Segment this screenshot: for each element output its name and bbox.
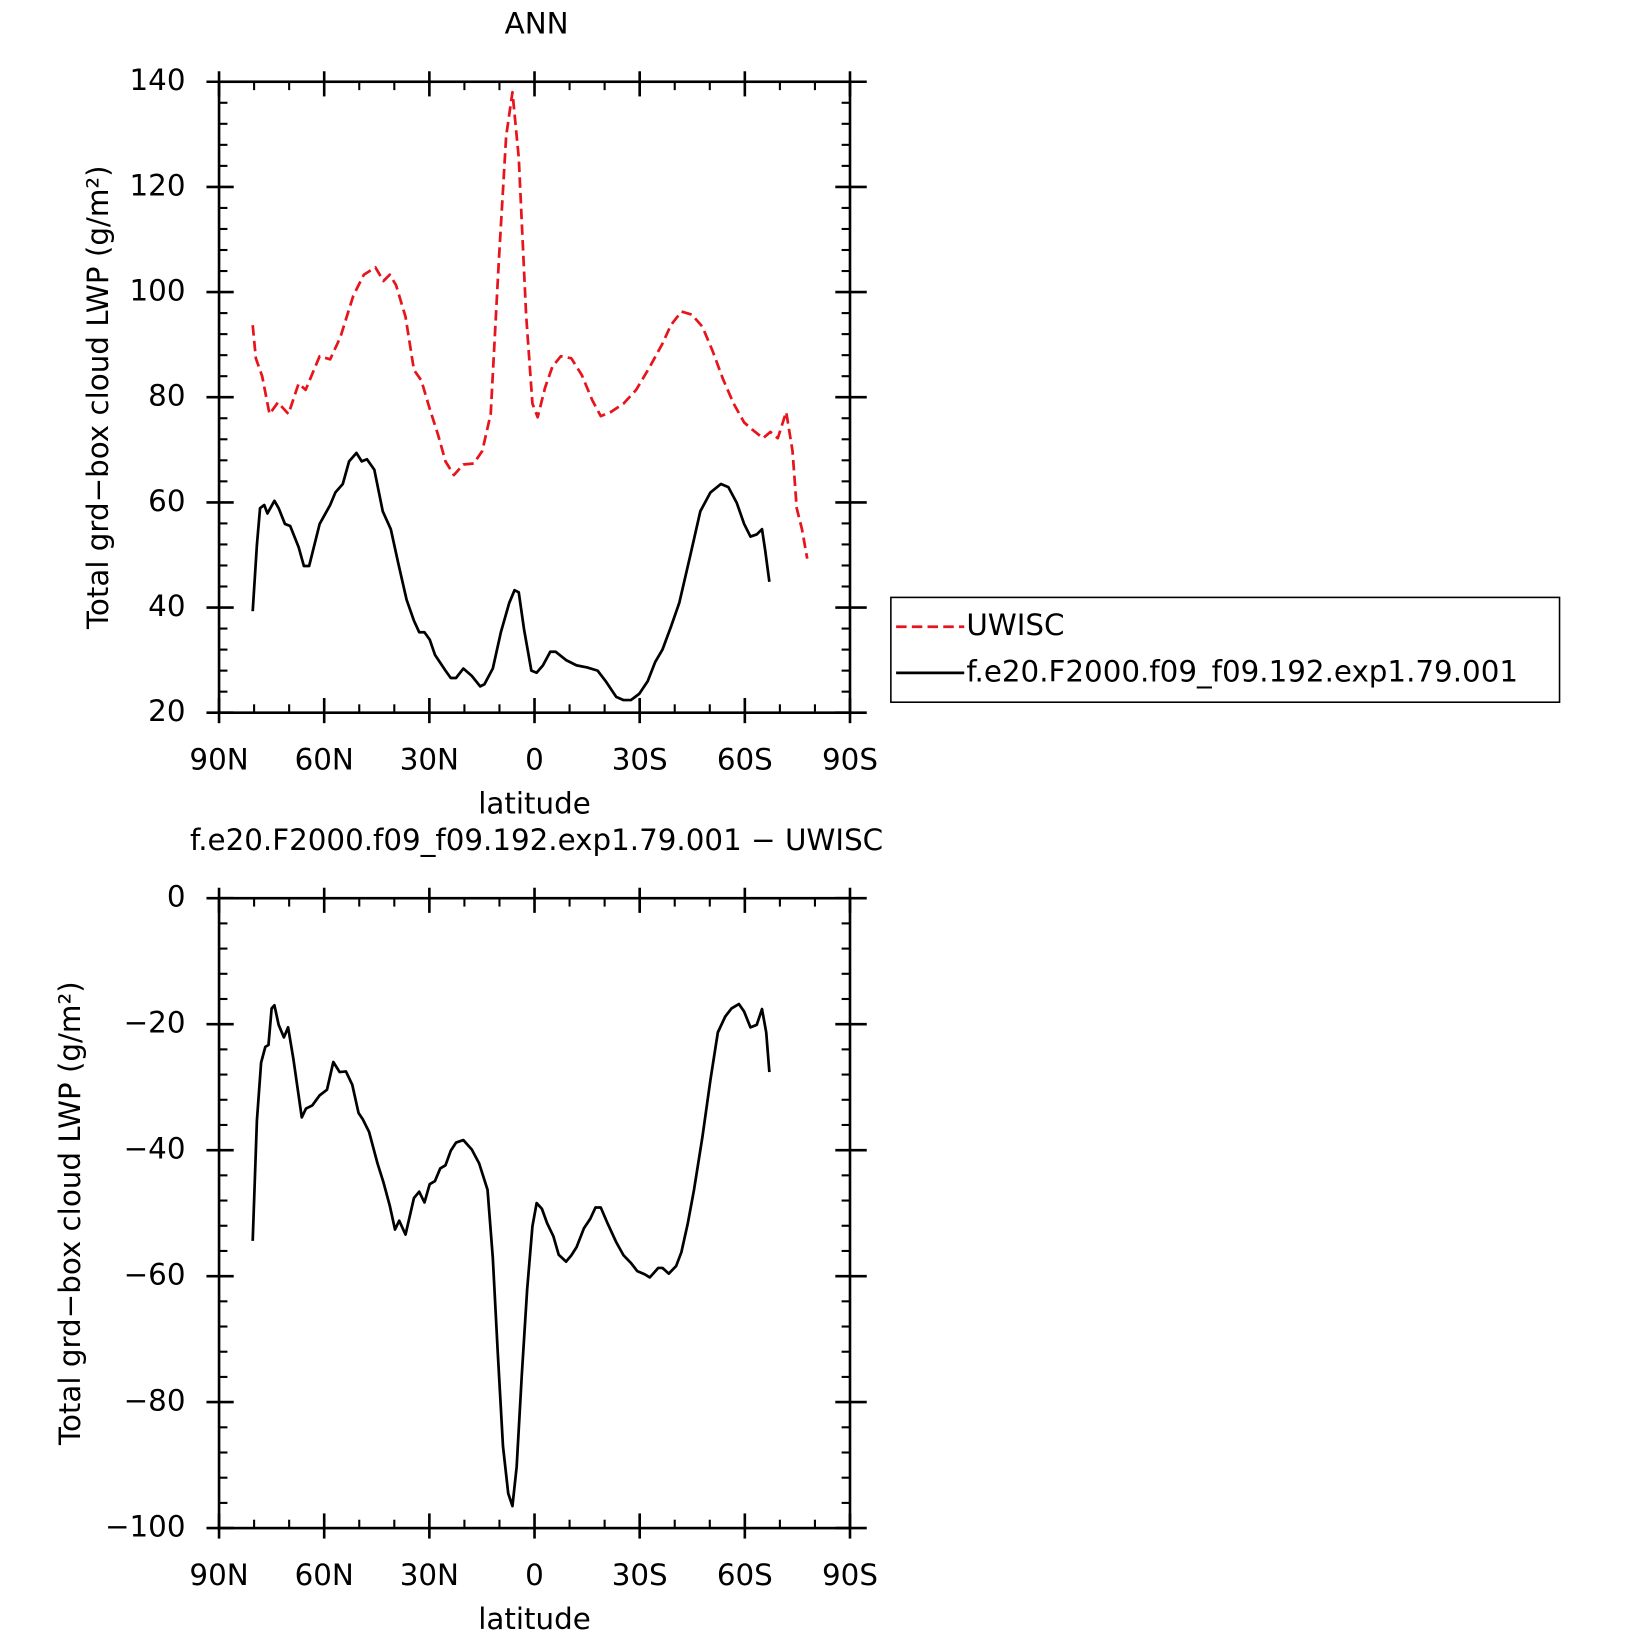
y-tick-label: 120: [130, 168, 186, 202]
y-tick-label: 100: [130, 274, 186, 308]
data-line: [251, 1002, 771, 1508]
data-line: [251, 451, 771, 702]
y-tick-label: 60: [148, 484, 185, 518]
y-tick-label: −100: [105, 1510, 186, 1544]
plot-frame: [217, 896, 852, 1530]
chart-title: ANN: [505, 7, 569, 41]
x-tick-label: 0: [525, 1558, 544, 1592]
y-tick-label: −20: [124, 1006, 186, 1040]
x-tick-label: 90S: [822, 742, 878, 776]
x-axis-title: latitude: [478, 786, 591, 820]
legend-label: f.e20.F2000.f09_f09.192.exp1.79.001: [966, 654, 1518, 688]
y-tick-label: 0: [167, 880, 186, 914]
x-tick-label: 60S: [717, 742, 773, 776]
x-tick-label: 60N: [295, 742, 354, 776]
data-line: [251, 90, 809, 559]
x-tick-label: 30S: [612, 1558, 668, 1592]
x-axis-title: latitude: [478, 1602, 591, 1635]
x-tick-label: 90N: [189, 1558, 248, 1592]
x-tick-label: 90S: [822, 1558, 878, 1592]
x-tick-label: 60N: [295, 1558, 354, 1592]
y-tick-label: 40: [148, 589, 185, 623]
y-tick-label: −60: [124, 1258, 186, 1292]
chart-title: f.e20.F2000.f09_f09.192.exp1.79.001 − UW…: [190, 823, 883, 857]
y-axis-title: Total grd−box cloud LWP (g/m²): [81, 165, 115, 630]
y-tick-label: −40: [124, 1132, 186, 1166]
legend-label: UWISC: [966, 608, 1064, 642]
x-tick-label: 30S: [612, 742, 668, 776]
x-tick-label: 30N: [400, 742, 459, 776]
plot-frame: [217, 80, 852, 715]
y-tick-label: 80: [148, 379, 185, 413]
y-tick-label: −80: [124, 1384, 186, 1418]
y-axis-title: Total grd−box cloud LWP (g/m²): [53, 981, 87, 1446]
legend-box: [890, 596, 1561, 703]
x-tick-label: 0: [525, 742, 544, 776]
y-tick-label: 20: [148, 694, 185, 728]
x-tick-label: 90N: [189, 742, 248, 776]
x-tick-label: 60S: [717, 1558, 773, 1592]
x-tick-label: 30N: [400, 1558, 459, 1592]
y-tick-label: 140: [130, 63, 186, 97]
